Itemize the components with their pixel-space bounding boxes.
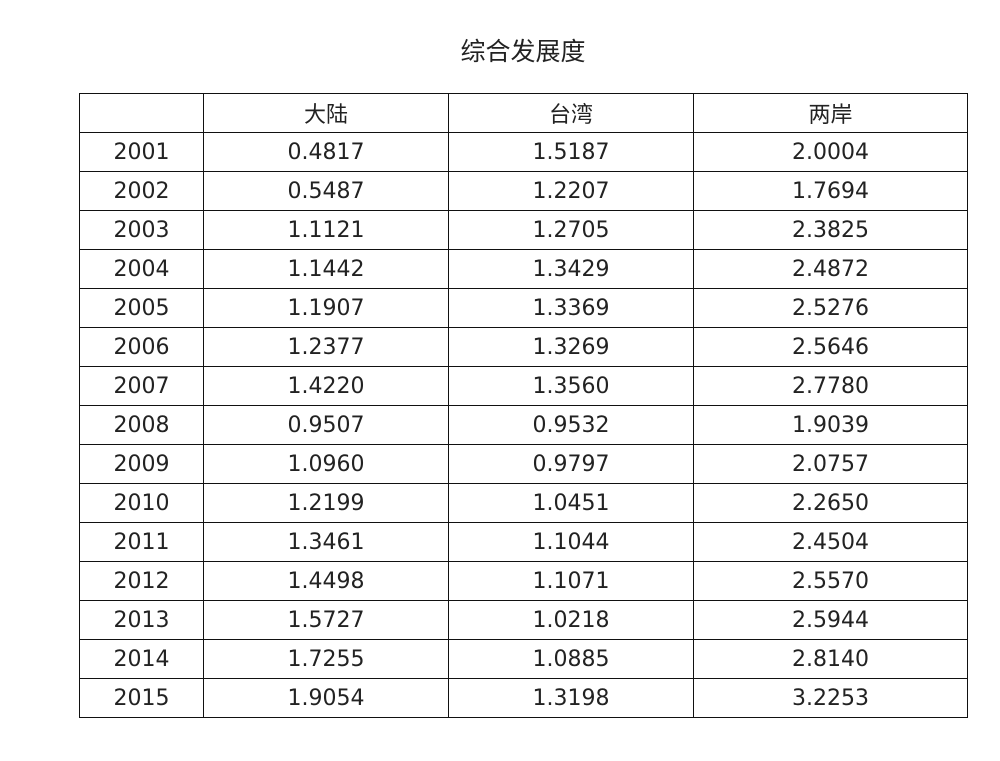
- table-row: 2005 1.1907 1.3369 2.5276: [79, 288, 968, 328]
- year-cell: 2003: [79, 210, 204, 250]
- value-cell: 1.1442: [203, 249, 449, 289]
- table-row: 2003 1.1121 1.2705 2.3825: [79, 210, 968, 250]
- value-cell: 1.1071: [448, 561, 694, 601]
- value-cell: 1.1907: [203, 288, 449, 328]
- value-cell: 0.9797: [448, 444, 694, 484]
- year-cell: 2009: [79, 444, 204, 484]
- table-row: 2012 1.4498 1.1071 2.5570: [79, 561, 968, 601]
- table-row: 2007 1.4220 1.3560 2.7780: [79, 366, 968, 406]
- value-cell: 1.1121: [203, 210, 449, 250]
- table-row: 2004 1.1442 1.3429 2.4872: [79, 249, 968, 289]
- value-cell: 1.2377: [203, 327, 449, 367]
- value-cell: 1.3429: [448, 249, 694, 289]
- value-cell: 1.2705: [448, 210, 694, 250]
- value-cell: 1.0218: [448, 600, 694, 640]
- table-row: 2010 1.2199 1.0451 2.2650: [79, 483, 968, 523]
- value-cell: 1.5727: [203, 600, 449, 640]
- year-cell: 2001: [79, 132, 204, 172]
- header-row: 大陆 台湾 两岸: [79, 93, 968, 133]
- table-row: 2008 0.9507 0.9532 1.9039: [79, 405, 968, 445]
- table-row: 2002 0.5487 1.2207 1.7694: [79, 171, 968, 211]
- column-header: 台湾: [448, 93, 694, 133]
- table-row: 2014 1.7255 1.0885 2.8140: [79, 639, 968, 679]
- value-cell: 1.5187: [448, 132, 694, 172]
- year-cell: 2008: [79, 405, 204, 445]
- value-cell: 1.1044: [448, 522, 694, 562]
- value-cell: 1.9039: [693, 405, 968, 445]
- value-cell: 1.0960: [203, 444, 449, 484]
- year-cell: 2015: [79, 678, 204, 718]
- year-cell: 2013: [79, 600, 204, 640]
- value-cell: 2.0757: [693, 444, 968, 484]
- year-cell: 2006: [79, 327, 204, 367]
- value-cell: 0.9507: [203, 405, 449, 445]
- year-cell: 2007: [79, 366, 204, 406]
- value-cell: 2.5944: [693, 600, 968, 640]
- value-cell: 1.2199: [203, 483, 449, 523]
- value-cell: 1.3369: [448, 288, 694, 328]
- value-cell: 0.4817: [203, 132, 449, 172]
- value-cell: 1.0451: [448, 483, 694, 523]
- year-cell: 2002: [79, 171, 204, 211]
- data-table: 大陆 台湾 两岸 2001 0.4817 1.5187 2.0004 2002 0.5487 1…: [79, 93, 968, 718]
- value-cell: 2.2650: [693, 483, 968, 523]
- value-cell: 1.9054: [203, 678, 449, 718]
- table-row: 2001 0.4817 1.5187 2.0004: [79, 132, 968, 172]
- value-cell: 3.2253: [693, 678, 968, 718]
- value-cell: 1.3198: [448, 678, 694, 718]
- corner-cell: [79, 93, 204, 133]
- table-title: 综合发展度: [460, 37, 586, 66]
- value-cell: 2.7780: [693, 366, 968, 406]
- value-cell: 2.5646: [693, 327, 968, 367]
- value-cell: 1.4498: [203, 561, 449, 601]
- year-cell: 2004: [79, 249, 204, 289]
- value-cell: 2.4504: [693, 522, 968, 562]
- value-cell: 2.4872: [693, 249, 968, 289]
- value-cell: 2.5570: [693, 561, 968, 601]
- value-cell: 2.5276: [693, 288, 968, 328]
- value-cell: 1.3560: [448, 366, 694, 406]
- table-row: 2015 1.9054 1.3198 3.2253: [79, 678, 968, 718]
- value-cell: 2.3825: [693, 210, 968, 250]
- year-cell: 2010: [79, 483, 204, 523]
- value-cell: 1.0885: [448, 639, 694, 679]
- value-cell: 2.8140: [693, 639, 968, 679]
- table-row: 2006 1.2377 1.3269 2.5646: [79, 327, 968, 367]
- value-cell: 1.3269: [448, 327, 694, 367]
- value-cell: 1.3461: [203, 522, 449, 562]
- value-cell: 1.2207: [448, 171, 694, 211]
- value-cell: 0.5487: [203, 171, 449, 211]
- value-cell: 1.7255: [203, 639, 449, 679]
- table-row: 2013 1.5727 1.0218 2.5944: [79, 600, 968, 640]
- value-cell: 0.9532: [448, 405, 694, 445]
- table-row: 2011 1.3461 1.1044 2.4504: [79, 522, 968, 562]
- value-cell: 1.4220: [203, 366, 449, 406]
- table-row: 2009 1.0960 0.9797 2.0757: [79, 444, 968, 484]
- year-cell: 2012: [79, 561, 204, 601]
- table-body: 2001 0.4817 1.5187 2.0004 2002 0.5487 1.2207 1.…: [79, 132, 968, 718]
- year-cell: 2005: [79, 288, 204, 328]
- column-header: 大陆: [203, 93, 449, 133]
- value-cell: 1.7694: [693, 171, 968, 211]
- year-cell: 2014: [79, 639, 204, 679]
- column-header: 两岸: [693, 93, 968, 133]
- value-cell: 2.0004: [693, 132, 968, 172]
- year-cell: 2011: [79, 522, 204, 562]
